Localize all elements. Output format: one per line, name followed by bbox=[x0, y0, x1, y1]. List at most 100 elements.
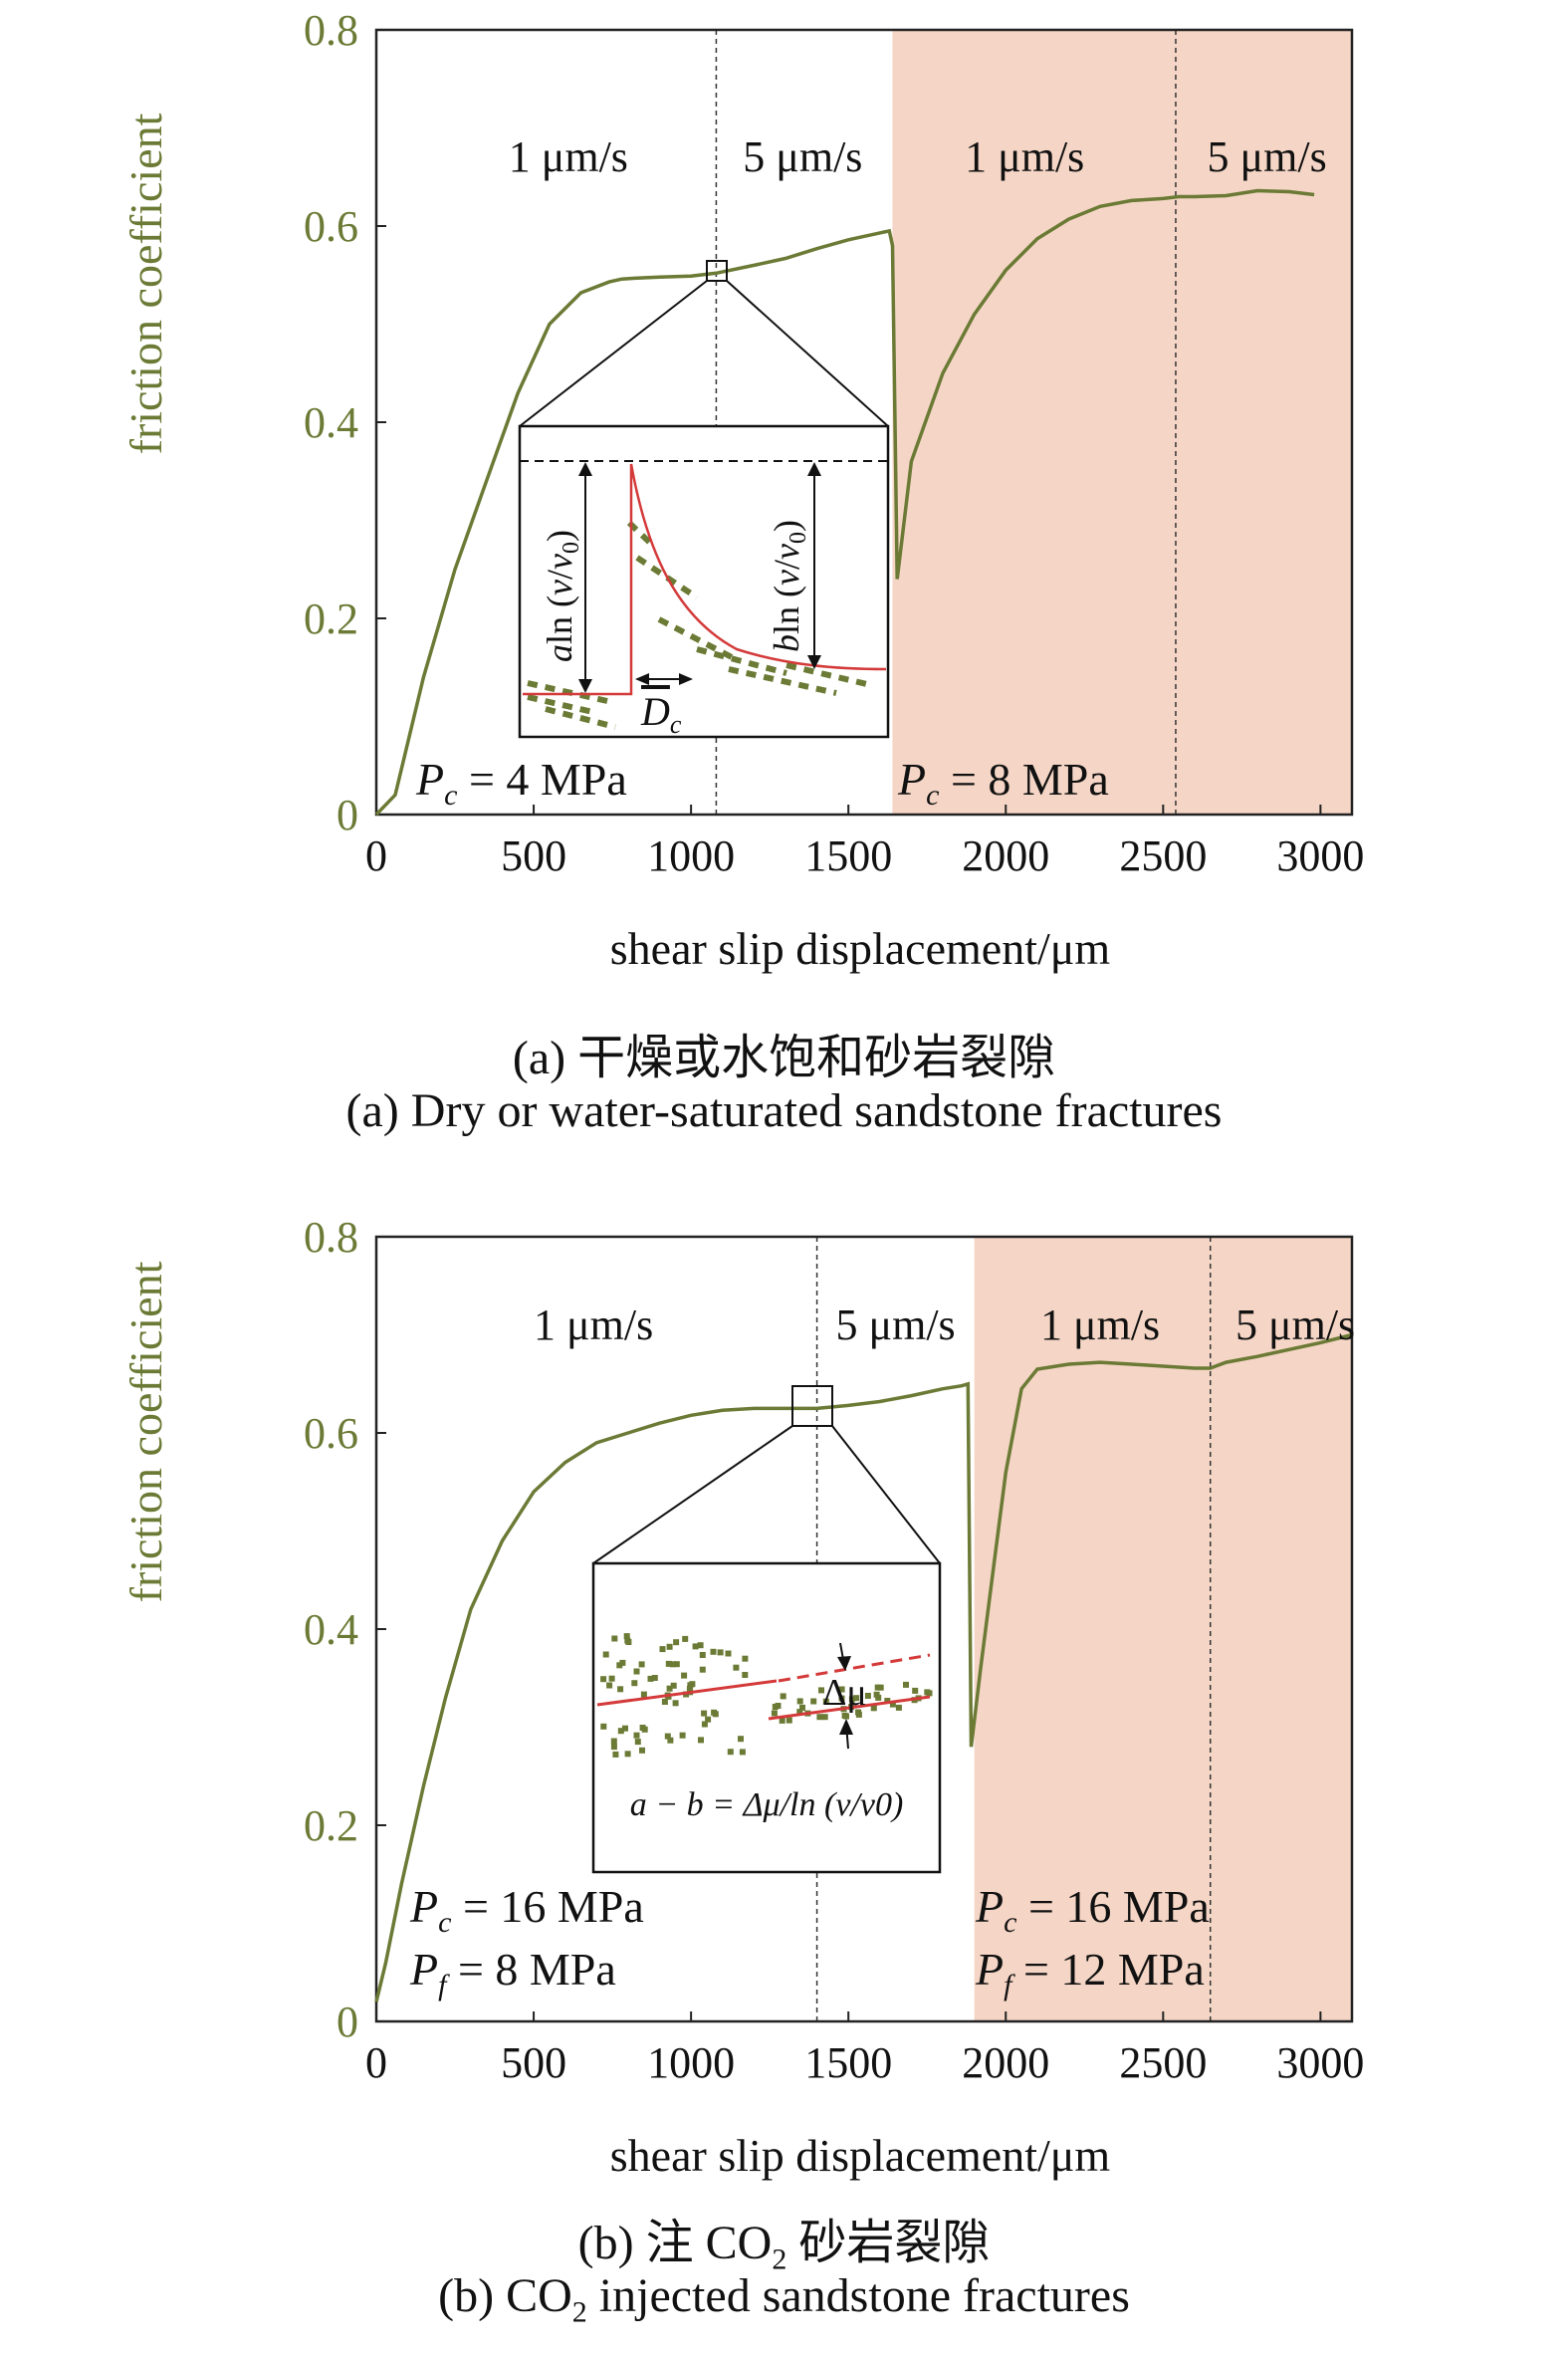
inset-data-point bbox=[672, 1700, 679, 1707]
inset-data-point bbox=[821, 1714, 828, 1721]
inset-data-point bbox=[602, 1651, 609, 1658]
inset-data-point bbox=[822, 1698, 829, 1705]
inset-data-point bbox=[772, 1704, 779, 1710]
y-tick-label: 0.6 bbox=[304, 202, 358, 251]
inset-data-point bbox=[682, 1635, 689, 1642]
panel-a-y-ticks: 0 0.2 0.4 0.6 0.8 bbox=[304, 6, 386, 839]
x-tick-label: 500 bbox=[501, 831, 566, 880]
inset-data-point bbox=[617, 1686, 624, 1693]
velocity-label: 1 μm/s bbox=[965, 132, 1084, 181]
y-tick-label: 0.2 bbox=[304, 594, 358, 643]
panel-a-inset: Dc aln (v/v0) bln (v/v0) bbox=[518, 424, 890, 739]
x-tick-label: 2000 bbox=[962, 2038, 1049, 2087]
inset-data-point bbox=[717, 1649, 724, 1656]
inset-a-b-arrow-head-top bbox=[807, 462, 821, 476]
panel-b-inset: Δμ a − b = Δμ/ln (v/v0) bbox=[591, 1561, 942, 1874]
inset-data-point bbox=[673, 1661, 680, 1668]
panel-b-zoom-connector-right bbox=[831, 1425, 941, 1564]
y-tick-label: 0.8 bbox=[304, 6, 358, 55]
velocity-label: 5 μm/s bbox=[836, 1300, 956, 1349]
inset-data-point bbox=[779, 1717, 785, 1724]
inset-data-point bbox=[873, 1691, 880, 1698]
inset-data-point bbox=[640, 1691, 647, 1698]
x-tick-label: 1000 bbox=[647, 2038, 735, 2087]
panel-a-y-axis-label: friction coefficient bbox=[120, 113, 171, 454]
inset-data-point bbox=[924, 1689, 931, 1696]
velocity-label: 5 μm/s bbox=[1208, 132, 1327, 181]
inset-data-point bbox=[889, 1701, 896, 1708]
inset-data-point bbox=[622, 1725, 628, 1732]
inset-data-point bbox=[738, 1736, 744, 1743]
velocity-label: 1 μm/s bbox=[1040, 1300, 1160, 1349]
x-tick-label: 2500 bbox=[1119, 2038, 1207, 2087]
inset-data-point bbox=[701, 1710, 708, 1717]
inset-data-point bbox=[699, 1652, 706, 1658]
inset-b-delta-mu-label: Δμ bbox=[822, 1672, 867, 1714]
inset-data-point bbox=[666, 1643, 673, 1650]
inset-a-b-arrow-head-bottom bbox=[807, 655, 821, 669]
inset-data-point bbox=[843, 1713, 849, 1720]
caption-b-chinese: (b) 注 CO2 砂岩裂隙 bbox=[0, 2203, 1568, 2277]
inset-data-point bbox=[912, 1687, 919, 1694]
inset-data-point bbox=[698, 1737, 704, 1744]
y-tick-label: 0.8 bbox=[304, 1213, 358, 1262]
velocity-label: 1 μm/s bbox=[534, 1300, 653, 1349]
panel-a-x-ticks: 0 500 1000 1500 2000 2500 3000 bbox=[365, 805, 1364, 880]
panel-b-pressure-label-right-1: Pc = 16 MPa bbox=[975, 1881, 1210, 1939]
inset-data-point bbox=[838, 1695, 845, 1702]
x-tick-label: 2000 bbox=[962, 831, 1049, 880]
inset-data-point bbox=[848, 1696, 855, 1703]
panel-b-x-axis-label: shear slip displacement/μm bbox=[610, 2130, 1111, 2181]
inset-a-dc-label: Dc bbox=[640, 689, 682, 739]
inset-data-point bbox=[742, 1655, 749, 1662]
inset-data-point bbox=[612, 1751, 619, 1758]
inset-b-formula: a − b = Δμ/ln (v/v0) bbox=[630, 1786, 904, 1823]
inset-data-point bbox=[681, 1672, 688, 1679]
inset-data-point bbox=[651, 1675, 658, 1681]
panel-b-inset-frame bbox=[591, 1561, 942, 1874]
panel-a-velocity-labels: 1 μm/s 5 μm/s 1 μm/s 5 μm/s bbox=[509, 132, 1327, 181]
inset-data-point bbox=[679, 1732, 686, 1739]
inset-data-point bbox=[864, 1693, 871, 1699]
inset-data-point bbox=[624, 1637, 631, 1644]
inset-b-extrapolated-line bbox=[778, 1653, 931, 1683]
caption-b-english-prefix: (b) CO bbox=[438, 2269, 572, 2322]
inset-data-point bbox=[771, 1710, 778, 1717]
inset-data-point bbox=[853, 1695, 860, 1702]
inset-data-point bbox=[870, 1705, 877, 1712]
inset-data-point bbox=[667, 1737, 674, 1744]
inset-data-point bbox=[701, 1721, 708, 1728]
inset-data-point bbox=[903, 1681, 909, 1688]
inset-data-point bbox=[664, 1733, 671, 1740]
inset-data-point bbox=[634, 1739, 641, 1746]
x-tick-label: 1500 bbox=[804, 831, 892, 880]
y-tick-label: 0.4 bbox=[304, 1605, 358, 1654]
inset-data-point bbox=[666, 1685, 673, 1692]
inset-data-point bbox=[610, 1744, 617, 1751]
inset-data-point bbox=[633, 1668, 640, 1675]
inset-data-point bbox=[659, 1646, 666, 1653]
inset-data-point bbox=[895, 1704, 902, 1711]
inset-data-point bbox=[670, 1682, 677, 1689]
inset-a-a-arrow-head-bottom bbox=[578, 679, 592, 693]
x-tick-label: 1000 bbox=[647, 831, 735, 880]
x-tick-label: 1500 bbox=[804, 2038, 892, 2087]
inset-data-point bbox=[884, 1698, 891, 1704]
caption-b-chinese-suffix: 砂岩裂隙 bbox=[786, 2217, 991, 2269]
inset-data-point bbox=[799, 1704, 805, 1711]
inset-data-point bbox=[661, 1699, 668, 1705]
panel-b-pressure-label-right-2: Pf = 12 MPa bbox=[975, 1944, 1205, 2002]
velocity-label: 5 μm/s bbox=[1235, 1300, 1355, 1349]
inset-a-dc-arrow-head-right bbox=[679, 673, 693, 685]
x-tick-label: 3000 bbox=[1276, 2038, 1364, 2087]
inset-data-point bbox=[610, 1738, 617, 1745]
panel-b-zoom-box bbox=[791, 1385, 833, 1427]
panel-a-shaded-region bbox=[892, 30, 1352, 815]
inset-data-point bbox=[692, 1643, 699, 1650]
inset-data-point bbox=[606, 1682, 613, 1689]
inset-data-point bbox=[631, 1680, 638, 1687]
y-tick-label: 0.6 bbox=[304, 1409, 358, 1458]
inset-data-point bbox=[669, 1661, 676, 1668]
inset-data-point bbox=[739, 1749, 746, 1756]
